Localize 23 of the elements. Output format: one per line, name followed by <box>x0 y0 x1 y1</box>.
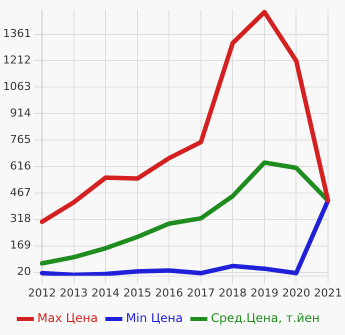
x-tick-label: 2016 <box>155 286 184 300</box>
x-tick-label: 2018 <box>218 286 247 300</box>
x-tick-label: 2013 <box>60 286 88 300</box>
y-tick-label: 1063 <box>2 80 31 94</box>
x-tick-label: 2017 <box>186 286 215 300</box>
x-tick-label: 2015 <box>123 286 152 300</box>
legend-label: Max Цена <box>37 311 98 326</box>
y-tick-label: 616 <box>10 159 31 172</box>
x-tick-label: 2019 <box>250 286 278 300</box>
y-tick-label: 20 <box>16 265 31 278</box>
y-tick-label: 467 <box>10 186 31 199</box>
x-tick-label: 2014 <box>92 286 120 300</box>
legend-label: Min Цена <box>126 311 183 326</box>
y-tick-label: 1212 <box>2 54 31 67</box>
y-tick-label: 765 <box>10 132 31 146</box>
y-tick-label: 1361 <box>2 27 31 40</box>
legend-label: Сред.Цена, т.йен <box>210 311 320 326</box>
y-tick-label: 914 <box>10 106 31 120</box>
y-tick-label: 169 <box>10 238 31 252</box>
x-tick-label: 2021 <box>314 286 342 300</box>
y-tick-label: 318 <box>10 212 31 226</box>
x-tick-label: 2020 <box>282 286 310 300</box>
x-tick-label: 2012 <box>28 286 56 300</box>
